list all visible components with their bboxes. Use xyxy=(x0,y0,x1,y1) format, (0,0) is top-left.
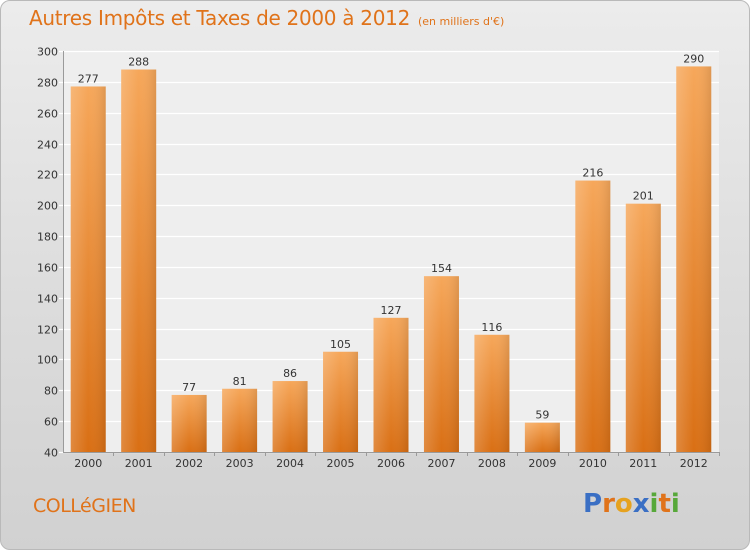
data-label: 154 xyxy=(431,262,452,275)
data-label: 290 xyxy=(683,52,704,65)
logo-letter: o xyxy=(614,489,633,519)
data-label: 201 xyxy=(633,190,654,203)
bar-shade xyxy=(373,317,409,452)
logo-letter: P xyxy=(583,489,603,519)
data-label: 105 xyxy=(330,338,351,351)
x-tick-label: 2008 xyxy=(478,457,506,470)
logo-letter: i xyxy=(670,489,680,519)
y-tick-label: 260 xyxy=(37,108,58,121)
y-tick-label: 200 xyxy=(37,200,58,213)
x-tick-label: 2001 xyxy=(125,457,153,470)
y-tick-label: 300 xyxy=(37,46,58,59)
x-tick-label: 2006 xyxy=(377,457,405,470)
x-tick-label: 2004 xyxy=(276,457,304,470)
proxiti-logo: Proxiti xyxy=(583,489,680,519)
y-tick-label: 220 xyxy=(37,169,58,182)
data-label: 77 xyxy=(182,381,196,394)
bar-shade xyxy=(423,276,459,452)
title-text: Autres Impôts et Taxes de 2000 à 2012 xyxy=(29,6,410,30)
x-tick-label: 2010 xyxy=(579,457,607,470)
y-tick-label: 120 xyxy=(37,324,58,337)
y-tick-label: 180 xyxy=(37,231,58,244)
bar-shade xyxy=(575,180,611,453)
bar-shade xyxy=(625,203,661,452)
x-tick-label: 2005 xyxy=(327,457,355,470)
data-label: 127 xyxy=(381,304,402,317)
bar-shade xyxy=(272,381,308,452)
bar-shade xyxy=(121,69,157,452)
title-unit: (en milliers d'€) xyxy=(418,15,505,28)
bar-shade xyxy=(524,422,560,452)
bar-shade xyxy=(70,86,106,452)
y-tick-label: 80 xyxy=(44,385,58,398)
data-label: 86 xyxy=(283,367,297,380)
data-label: 216 xyxy=(582,167,603,180)
data-label: 116 xyxy=(481,321,502,334)
bar-shade xyxy=(474,334,510,452)
x-tick-label: 2011 xyxy=(629,457,657,470)
y-tick-label: 140 xyxy=(37,293,58,306)
data-label: 288 xyxy=(128,56,149,69)
logo-letter: i xyxy=(649,489,659,519)
bar-shade xyxy=(222,388,258,452)
x-tick-label: 2000 xyxy=(74,457,102,470)
x-tick-label: 2002 xyxy=(175,457,203,470)
y-tick-label: 40 xyxy=(44,447,58,460)
y-tick-label: 60 xyxy=(44,416,58,429)
data-label: 277 xyxy=(78,72,99,85)
data-label: 81 xyxy=(233,375,247,388)
bar-shade xyxy=(676,66,712,452)
y-tick-label: 240 xyxy=(37,139,58,152)
x-tick-label: 2009 xyxy=(528,457,556,470)
logo-letter: t xyxy=(658,489,671,519)
bar-shade xyxy=(171,394,207,452)
x-tick-label: 2007 xyxy=(427,457,455,470)
data-label: 59 xyxy=(535,409,549,422)
y-tick-label: 160 xyxy=(37,262,58,275)
logo-letter: x xyxy=(632,489,650,519)
logo-letter: r xyxy=(602,489,615,519)
commune-name: COLLéGIEN xyxy=(33,495,136,517)
x-tick-label: 2012 xyxy=(680,457,708,470)
y-tick-label: 280 xyxy=(37,77,58,90)
y-tick-label: 100 xyxy=(37,354,58,367)
x-tick-label: 2003 xyxy=(226,457,254,470)
chart-title: Autres Impôts et Taxes de 2000 à 2012 (en… xyxy=(29,6,504,30)
bar-shade xyxy=(323,351,359,452)
